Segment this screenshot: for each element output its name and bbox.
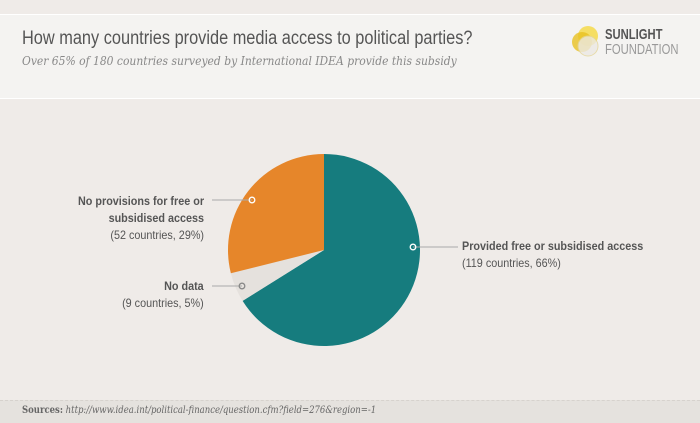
label-marker xyxy=(409,243,417,251)
label-no-data: No data (9 countries, 5%) xyxy=(122,279,204,310)
slice-no-data xyxy=(230,250,324,301)
label-marker xyxy=(238,282,246,290)
slice-no-provisions xyxy=(228,154,324,274)
pie-chart xyxy=(212,154,458,346)
label-provided: Provided free or subsidised access (119 c… xyxy=(462,239,644,270)
footer xyxy=(0,400,700,423)
source-link[interactable]: http://www.idea.int/political-finance/qu… xyxy=(65,405,377,416)
label-no-provisions: No provisions for free or subsidised acce… xyxy=(77,194,204,242)
sources: Sources: http://www.idea.int/political-f… xyxy=(22,405,377,416)
label-marker xyxy=(248,196,256,204)
slice-provided xyxy=(242,154,420,346)
chart-subtitle: Over 65% of 180 countries surveyed by In… xyxy=(22,53,457,68)
sunlight-logo-icon xyxy=(572,26,599,57)
chart-title: How many countries provide media access … xyxy=(22,28,473,49)
logo-text: SUNLIGHT FOUNDATION xyxy=(605,26,679,58)
